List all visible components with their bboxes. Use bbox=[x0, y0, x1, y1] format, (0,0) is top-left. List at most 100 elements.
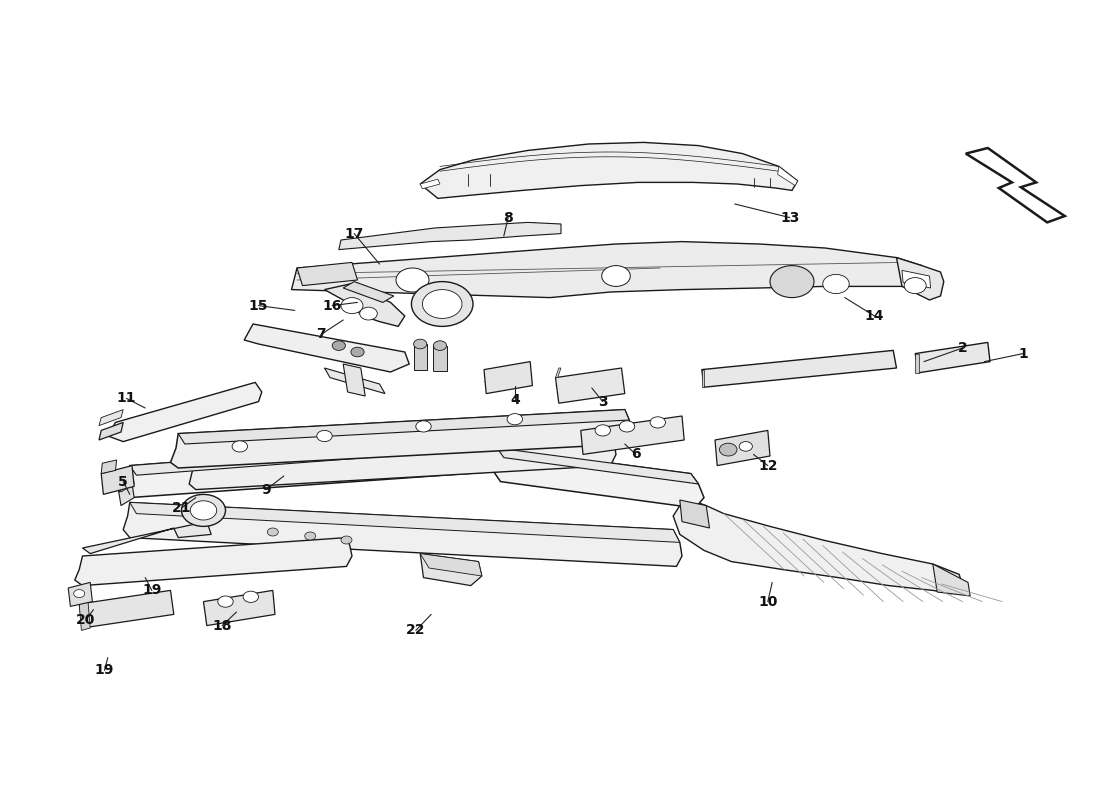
Circle shape bbox=[719, 443, 737, 456]
Circle shape bbox=[411, 282, 473, 326]
Polygon shape bbox=[170, 410, 632, 468]
Text: 21: 21 bbox=[172, 501, 191, 515]
Polygon shape bbox=[497, 448, 698, 484]
Text: 1: 1 bbox=[1019, 346, 1027, 361]
Polygon shape bbox=[123, 502, 682, 566]
Text: 13: 13 bbox=[780, 210, 800, 225]
Polygon shape bbox=[343, 282, 394, 302]
Text: 11: 11 bbox=[117, 391, 136, 406]
Circle shape bbox=[190, 501, 217, 520]
Polygon shape bbox=[130, 502, 680, 542]
Text: 17: 17 bbox=[344, 226, 364, 241]
Text: 3: 3 bbox=[598, 394, 607, 409]
Polygon shape bbox=[244, 324, 409, 372]
Polygon shape bbox=[119, 484, 134, 506]
Polygon shape bbox=[933, 564, 970, 596]
Text: 4: 4 bbox=[510, 393, 519, 407]
Circle shape bbox=[341, 298, 363, 314]
Circle shape bbox=[904, 278, 926, 294]
Circle shape bbox=[360, 307, 377, 320]
Polygon shape bbox=[75, 538, 352, 586]
Circle shape bbox=[619, 421, 635, 432]
Polygon shape bbox=[493, 448, 704, 508]
Polygon shape bbox=[82, 522, 211, 554]
Circle shape bbox=[770, 266, 814, 298]
Text: 16: 16 bbox=[322, 298, 342, 313]
Polygon shape bbox=[680, 500, 710, 528]
Polygon shape bbox=[101, 460, 117, 474]
Polygon shape bbox=[119, 470, 134, 492]
Circle shape bbox=[650, 417, 666, 428]
Polygon shape bbox=[204, 590, 275, 626]
Polygon shape bbox=[324, 368, 385, 394]
Polygon shape bbox=[915, 342, 990, 373]
Circle shape bbox=[182, 494, 225, 526]
Circle shape bbox=[267, 528, 278, 536]
Circle shape bbox=[232, 441, 248, 452]
Circle shape bbox=[823, 274, 849, 294]
Text: 9: 9 bbox=[262, 482, 271, 497]
Circle shape bbox=[305, 532, 316, 540]
Polygon shape bbox=[420, 554, 482, 586]
Polygon shape bbox=[556, 368, 625, 403]
Text: 22: 22 bbox=[406, 623, 426, 638]
Text: 19: 19 bbox=[95, 663, 114, 678]
Text: 15: 15 bbox=[249, 298, 268, 313]
Polygon shape bbox=[673, 498, 962, 594]
Polygon shape bbox=[101, 466, 134, 494]
Polygon shape bbox=[702, 370, 704, 387]
Circle shape bbox=[317, 430, 332, 442]
Polygon shape bbox=[484, 362, 532, 394]
Text: 18: 18 bbox=[212, 618, 232, 633]
Polygon shape bbox=[189, 432, 616, 490]
Polygon shape bbox=[68, 582, 92, 606]
Text: 10: 10 bbox=[758, 594, 778, 609]
Circle shape bbox=[243, 591, 258, 602]
Polygon shape bbox=[581, 416, 684, 454]
Text: 12: 12 bbox=[758, 458, 778, 473]
Polygon shape bbox=[119, 438, 497, 498]
Circle shape bbox=[414, 339, 427, 349]
Text: 14: 14 bbox=[865, 309, 884, 323]
Polygon shape bbox=[324, 284, 405, 326]
Polygon shape bbox=[414, 344, 427, 370]
Polygon shape bbox=[715, 430, 770, 466]
Text: 19: 19 bbox=[142, 583, 162, 598]
Text: 6: 6 bbox=[631, 447, 640, 462]
Polygon shape bbox=[420, 179, 440, 189]
Polygon shape bbox=[99, 422, 123, 440]
Circle shape bbox=[507, 414, 522, 425]
Polygon shape bbox=[896, 258, 944, 300]
Polygon shape bbox=[130, 438, 493, 475]
Circle shape bbox=[218, 596, 233, 607]
Circle shape bbox=[602, 266, 630, 286]
Text: 5: 5 bbox=[119, 474, 128, 489]
Circle shape bbox=[351, 347, 364, 357]
Circle shape bbox=[416, 421, 431, 432]
Polygon shape bbox=[79, 602, 90, 630]
Polygon shape bbox=[556, 368, 561, 378]
Circle shape bbox=[74, 590, 85, 598]
Polygon shape bbox=[702, 350, 896, 387]
Polygon shape bbox=[108, 382, 262, 442]
Text: 2: 2 bbox=[958, 341, 967, 355]
Text: 20: 20 bbox=[76, 613, 96, 627]
Text: 8: 8 bbox=[504, 210, 513, 225]
Circle shape bbox=[422, 290, 462, 318]
Polygon shape bbox=[915, 354, 918, 373]
Polygon shape bbox=[339, 222, 561, 250]
Polygon shape bbox=[778, 166, 798, 186]
Polygon shape bbox=[79, 590, 174, 628]
Polygon shape bbox=[343, 364, 365, 396]
Polygon shape bbox=[292, 242, 922, 298]
Text: 7: 7 bbox=[317, 327, 326, 342]
Polygon shape bbox=[99, 410, 123, 426]
Polygon shape bbox=[902, 270, 931, 288]
Polygon shape bbox=[420, 554, 482, 576]
Circle shape bbox=[332, 341, 345, 350]
Circle shape bbox=[341, 536, 352, 544]
Circle shape bbox=[739, 442, 752, 451]
Polygon shape bbox=[178, 410, 629, 444]
Circle shape bbox=[433, 341, 447, 350]
Polygon shape bbox=[297, 262, 358, 286]
